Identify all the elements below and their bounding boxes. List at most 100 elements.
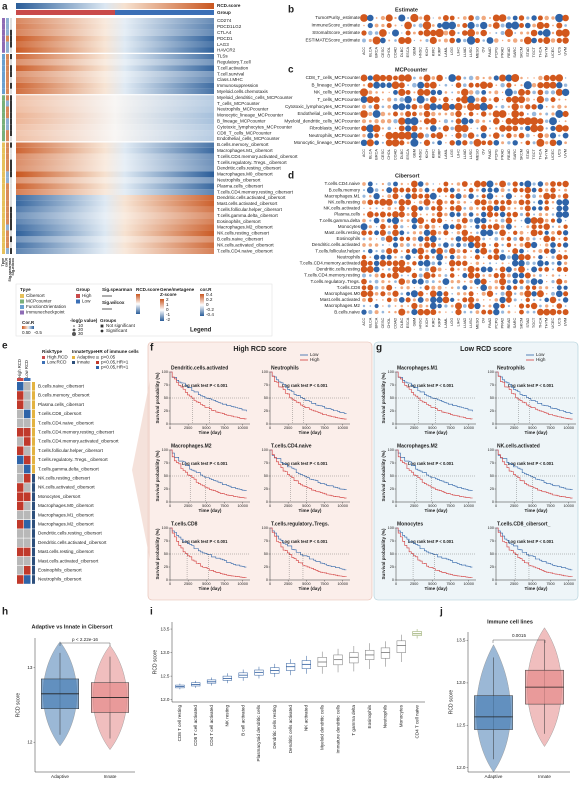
dot bbox=[398, 36, 406, 45]
dot bbox=[373, 260, 380, 267]
dot bbox=[405, 199, 412, 206]
dot bbox=[482, 76, 485, 80]
dot bbox=[394, 286, 397, 289]
dot bbox=[533, 134, 535, 137]
dot bbox=[450, 243, 454, 247]
hr-cell bbox=[24, 520, 31, 529]
y-tick-label: 50 bbox=[164, 474, 168, 478]
hr-cell bbox=[24, 501, 31, 511]
dot bbox=[469, 279, 473, 284]
dot bbox=[418, 104, 423, 109]
dot bbox=[513, 230, 518, 235]
column-label: STAD bbox=[526, 149, 530, 159]
dot bbox=[493, 242, 499, 248]
dot bbox=[514, 84, 517, 87]
row-cor bbox=[6, 59, 9, 66]
row-sig bbox=[10, 29, 12, 36]
row-sig bbox=[10, 112, 12, 119]
dot bbox=[405, 125, 412, 132]
dot bbox=[437, 273, 442, 278]
dot bbox=[488, 262, 492, 265]
dot bbox=[361, 104, 367, 109]
hr-cell bbox=[24, 400, 31, 409]
legend-dot bbox=[73, 325, 75, 327]
column-label: THCA bbox=[538, 317, 542, 328]
row-sig bbox=[10, 100, 12, 107]
dot bbox=[423, 259, 431, 267]
dot bbox=[387, 194, 392, 199]
dot bbox=[501, 120, 504, 122]
row-cor bbox=[6, 147, 9, 154]
x-tick-label: 7500 bbox=[446, 426, 454, 430]
row-label: B.cells.memory_cibersort bbox=[217, 142, 269, 147]
dot bbox=[481, 90, 487, 95]
dot bbox=[482, 299, 485, 301]
row-sig bbox=[10, 236, 12, 243]
dot bbox=[531, 83, 537, 88]
y-tick-label: 25 bbox=[264, 487, 268, 491]
type-cell bbox=[32, 464, 35, 474]
heatmap-row bbox=[16, 218, 214, 225]
dot bbox=[373, 254, 380, 260]
dot bbox=[438, 243, 442, 247]
legend-swatch bbox=[72, 361, 75, 364]
dot bbox=[386, 82, 392, 88]
dot bbox=[544, 90, 549, 95]
dot bbox=[552, 207, 554, 210]
dot bbox=[489, 280, 491, 283]
dot bbox=[394, 127, 397, 130]
dot bbox=[404, 21, 412, 30]
dot bbox=[398, 259, 406, 267]
dot bbox=[431, 111, 436, 117]
dot bbox=[387, 104, 392, 109]
dot bbox=[530, 124, 539, 133]
plot-title: Neutrophils bbox=[497, 365, 525, 371]
x-label: Time (day) bbox=[525, 586, 548, 591]
row-sig bbox=[10, 165, 12, 172]
dot bbox=[419, 127, 423, 130]
dot bbox=[468, 15, 474, 21]
row-label: Mast.cells.resting bbox=[325, 230, 361, 235]
dot bbox=[374, 273, 379, 278]
dot bbox=[386, 254, 392, 260]
legend-swatch bbox=[20, 299, 24, 304]
row-cor bbox=[6, 82, 9, 89]
dot bbox=[431, 280, 435, 284]
dot bbox=[398, 211, 405, 218]
legend-gradient bbox=[200, 294, 204, 316]
x-tick-label: CD4 T cell naive bbox=[414, 705, 419, 739]
dot bbox=[513, 200, 517, 205]
column-label: BRCA bbox=[375, 47, 379, 58]
dot bbox=[457, 17, 460, 19]
y-tick-label: 100 bbox=[488, 370, 494, 374]
survival-curve bbox=[396, 371, 473, 412]
heatmap-row bbox=[16, 35, 214, 42]
column-label: ESCA bbox=[406, 149, 410, 160]
dot bbox=[436, 205, 443, 212]
dot bbox=[519, 126, 524, 131]
y-tick-label: 0 bbox=[392, 500, 394, 504]
dot bbox=[537, 278, 544, 285]
dot bbox=[417, 236, 424, 242]
heatmap-row bbox=[16, 212, 214, 219]
dot bbox=[368, 310, 373, 315]
y-tick-label: 100 bbox=[162, 526, 168, 530]
dot bbox=[518, 265, 525, 273]
y-tick-label: 75 bbox=[264, 461, 268, 465]
dot bbox=[462, 236, 468, 242]
heatmap-row bbox=[16, 88, 214, 95]
dot bbox=[501, 141, 505, 145]
dot bbox=[431, 261, 436, 266]
dot bbox=[362, 38, 366, 43]
dot bbox=[493, 254, 500, 261]
dot bbox=[468, 82, 474, 88]
dot bbox=[536, 21, 545, 30]
test-label: Log rank test P < 0.001 bbox=[182, 383, 228, 388]
heatmap-row bbox=[16, 224, 214, 231]
dot bbox=[494, 298, 499, 302]
dot bbox=[368, 280, 372, 283]
dot bbox=[374, 230, 380, 236]
panel-title: Immune cell lines bbox=[487, 619, 533, 625]
plot-title: Dendritic.cells.activated bbox=[171, 365, 228, 371]
row-sig bbox=[10, 159, 12, 166]
